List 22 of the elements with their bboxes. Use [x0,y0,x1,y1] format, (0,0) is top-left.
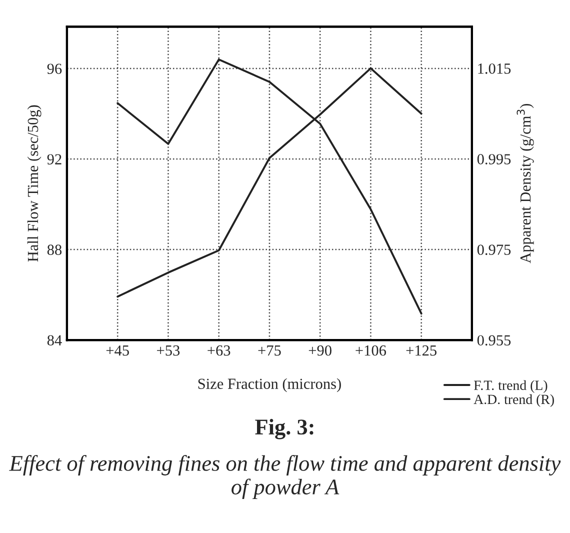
y-axis-title: Hall Flow Time (sec/50g) [27,105,42,262]
x-tick-label: +53 [157,345,180,356]
legend-label: A.D. trend (R) [474,394,554,407]
y-tick-label: 92 [47,154,62,164]
x-axis-title: Size Fraction (microns) [198,378,341,392]
x-tick-label: +90 [308,345,332,356]
y2-tick-label: 0.955 [477,335,511,346]
x-tick-label: +106 [356,345,386,356]
legend-label: F.T. trend (L) [474,380,548,393]
text: Effect of removing fines on the flow time and apparent density of powder A [9,455,561,500]
caption: Fig. 3: [255,418,314,440]
y2-tick-label: 1.015 [478,63,511,74]
x-tick-label: +63 [208,345,230,356]
y-tick-label: 88 [47,244,62,255]
y-tick-label: 84 [47,335,62,346]
x-tick-label: +75 [258,346,281,356]
x-tick-label: +125 [406,345,437,356]
x-tick-label: +45 [106,345,129,356]
y2-axis-title: Apparent Density (g/cm$^{3}$) [516,104,534,264]
y2-tick-label: 0.995 [477,154,511,164]
y2-tick-label: 0.975 [477,244,511,255]
y-tick-label: 96 [47,64,62,74]
